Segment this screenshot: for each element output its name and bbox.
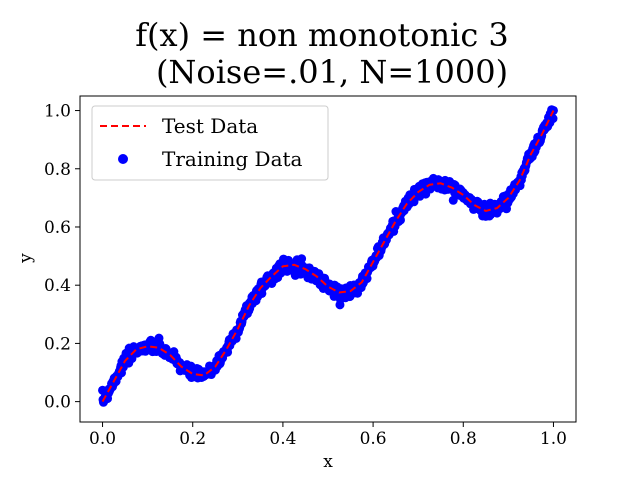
training-data-point — [548, 114, 558, 124]
x-tick-label: 0.2 — [179, 429, 206, 449]
training-data-point — [448, 195, 458, 205]
x-tick-label: 0.6 — [360, 429, 387, 449]
x-tick-label: 0.4 — [269, 429, 296, 449]
y-tick-label: 0.0 — [44, 393, 71, 413]
plot-frame — [79, 95, 577, 423]
training-data-point — [548, 105, 558, 115]
training-data-point — [297, 254, 307, 264]
test-data-line — [101, 110, 555, 403]
x-tick-label: 0.8 — [450, 429, 477, 449]
y-axis-ticks: 0.0 0.2 0.4 0.6 0.8 1.0 — [44, 102, 80, 413]
y-tick-label: 0.4 — [44, 276, 71, 296]
legend-training-data-swatch — [118, 154, 128, 164]
legend-test-data-label: Test Data — [162, 114, 258, 138]
y-axis-label: y — [16, 253, 36, 264]
legend: Test Data Training Data — [91, 105, 329, 181]
x-tick-label: 0.0 — [89, 429, 116, 449]
legend-box — [91, 105, 329, 181]
y-tick-label: 1.0 — [44, 102, 71, 122]
chart-title-line-1: f(x) = non monotonic 3 — [135, 16, 509, 54]
legend-training-data-label: Training Data — [162, 147, 303, 171]
x-axis-label: x — [323, 452, 333, 472]
x-axis-ticks: 0.0 0.2 0.4 0.6 0.8 1.0 — [89, 422, 567, 449]
y-tick-label: 0.2 — [44, 334, 71, 354]
chart-title-line-2: (Noise=.01, N=1000) — [156, 53, 508, 91]
x-tick-label: 1.0 — [540, 429, 567, 449]
plot-marks — [98, 105, 558, 407]
y-tick-label: 0.6 — [44, 218, 71, 238]
y-tick-label: 0.8 — [44, 160, 71, 180]
